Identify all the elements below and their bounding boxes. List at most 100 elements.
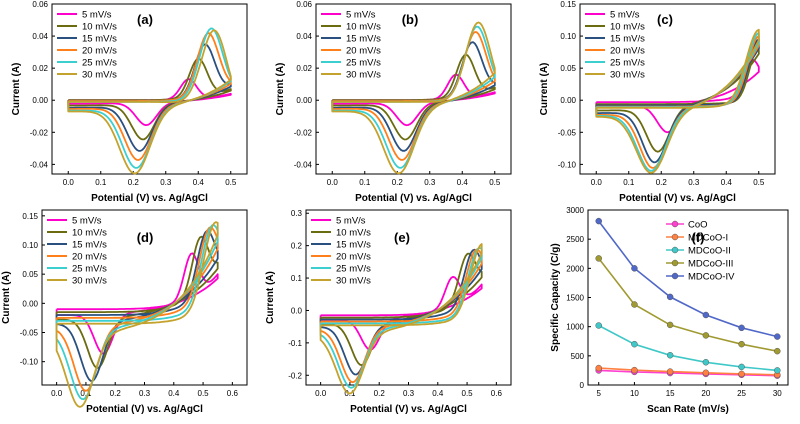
cv-curve (55, 221, 219, 408)
y-tick-label: 0.02 (296, 64, 312, 73)
cv-curve (55, 252, 219, 355)
x-tick-label: 0.5 (198, 389, 210, 398)
legend-entry: 15 mV/s (336, 240, 371, 251)
legend-entry: 20 mV/s (336, 252, 371, 263)
y-axis-label: Current (A) (275, 63, 286, 116)
y-axis-label: Current (A) (265, 271, 276, 324)
cv-curve (595, 28, 760, 174)
chart-panel-6: 5 10 15 20 25 30 0 500 1000 1500 2000 2500 3000 Scan … (550, 206, 789, 415)
x-tick-label: 0.5 (489, 178, 501, 187)
panel-label: (a) (137, 12, 153, 27)
cv-curve (55, 226, 219, 392)
legend-entry: CoO (688, 220, 708, 231)
x-tick-label: 0.4 (721, 178, 733, 187)
y-tick-label: 0.2 (291, 242, 303, 251)
y-tick-label: 500 (571, 352, 585, 361)
y-tick-label: -0.10 (558, 160, 577, 169)
cv-curve (319, 247, 483, 389)
y-tick-label: 0.00 (560, 96, 576, 105)
chart-panel-1: 0.0 0.1 0.2 0.3 0.4 0.5 -0.04 -0.02 0.00 0.02 0.04… (11, 0, 248, 204)
chart-panel-5: 0.0 0.1 0.2 0.3 0.4 0.5 0.6-0.2-0.10.00.10.20.… (265, 209, 512, 415)
x-tick-label: 0.4 (457, 178, 469, 187)
capacity-line (598, 367, 778, 376)
legend-entry: 25 mV/s (72, 264, 107, 275)
legend-entry: 25 mV/s (610, 58, 645, 69)
legend-marker (671, 272, 679, 280)
x-tick-label: 0.3 (403, 389, 415, 398)
data-point (702, 311, 710, 319)
x-tick-label: 0.3 (424, 178, 436, 187)
y-tick-label: 1000 (566, 323, 584, 332)
y-tick-label: 0.10 (560, 32, 576, 41)
cv-curve (595, 59, 760, 134)
y-axis-label: Current (A) (539, 63, 550, 116)
x-tick-label: 0.3 (139, 389, 151, 398)
x-tick-label: 0.2 (374, 389, 386, 398)
legend-entry: 10 mV/s (346, 22, 381, 33)
x-tick-label: 0.1 (95, 178, 107, 187)
x-tick-label: 0.2 (656, 178, 668, 187)
x-axis-label: Potential (V) vs. Ag/AgCl (350, 404, 467, 415)
x-tick-label: 30 (773, 389, 782, 398)
x-axis-label: Potential (V) vs. Ag/AgCl (86, 404, 203, 415)
data-point (666, 293, 674, 301)
y-axis-label: Current (A) (1, 271, 12, 324)
x-tick-label: 0.5 (462, 389, 474, 398)
legend-entry: 20 mV/s (346, 46, 381, 57)
x-tick-label: 0.2 (392, 178, 404, 187)
panel-label: (c) (657, 12, 673, 27)
plot-frame (579, 3, 776, 175)
x-tick-label: 10 (630, 389, 639, 398)
y-tick-label: 0.04 (296, 32, 312, 41)
x-axis-label: Potential (V) vs. Ag/AgCl (619, 193, 736, 204)
data-point (702, 359, 710, 366)
legend-entry: 30 mV/s (82, 70, 117, 81)
legend-entry: 5 mV/s (82, 10, 112, 21)
y-tick-label: 0.3 (291, 209, 303, 218)
y-tick-label: 0.00 (22, 299, 38, 308)
legend-entry: MDCoO-III (688, 259, 733, 270)
x-tick-label: 0.2 (110, 389, 122, 398)
y-tick-label: 0.10 (22, 241, 38, 250)
y-tick-label: 0.02 (32, 64, 48, 73)
data-point (595, 364, 602, 372)
data-point (666, 352, 674, 359)
data-point (774, 347, 781, 355)
x-tick-label: 0.4 (193, 178, 205, 187)
legend-entry: 30 mV/s (336, 276, 371, 287)
x-tick-label: 5 (596, 389, 601, 398)
cv-curve (595, 38, 760, 164)
data-point (631, 366, 638, 374)
y-tick-label: -0.2 (288, 371, 302, 380)
legend-entry: 10 mV/s (336, 228, 371, 239)
cv-curve (595, 44, 760, 153)
plot-frame (315, 3, 512, 175)
plot-frame (51, 3, 248, 175)
y-tick-label: 0.1 (291, 274, 303, 283)
y-tick-label: 0 (580, 381, 585, 390)
chart-panel-3: 0.0 0.1 0.2 0.3 0.4 0.5 -0.10 -0.05 0.00 0.05 0.10… (539, 0, 776, 204)
x-tick-label: 25 (737, 389, 746, 398)
data-point (595, 217, 602, 225)
legend-entry: 25 mV/s (82, 58, 117, 69)
x-tick-label: 15 (666, 389, 675, 398)
y-tick-label: 0.06 (296, 0, 312, 9)
y-axis-label: Specific Capacity (C/g) (550, 243, 561, 351)
chart-panel-2: 0.0 0.1 0.2 0.3 0.4 0.5 -0.04 -0.02 0.00 0.02 0.04… (275, 0, 512, 204)
legend-entry: 5 mV/s (346, 10, 376, 21)
y-tick-label: 2000 (566, 264, 584, 273)
x-axis-label: Potential (V) vs. Ag/AgCl (355, 193, 472, 204)
legend-entry: 20 mV/s (610, 46, 645, 57)
data-point (774, 367, 781, 374)
y-tick-label: 2500 (566, 235, 584, 244)
legend-entry: 10 mV/s (82, 22, 117, 33)
cv-curve (55, 235, 219, 369)
data-point (774, 333, 781, 340)
data-point (666, 368, 674, 375)
x-tick-label: 0.3 (688, 178, 700, 187)
y-axis-label: Current (A) (11, 63, 22, 116)
x-axis-label: Scan Rate (mV/s) (647, 404, 729, 415)
x-tick-label: 0.0 (591, 178, 603, 187)
y-tick-label: 0.05 (22, 270, 38, 279)
